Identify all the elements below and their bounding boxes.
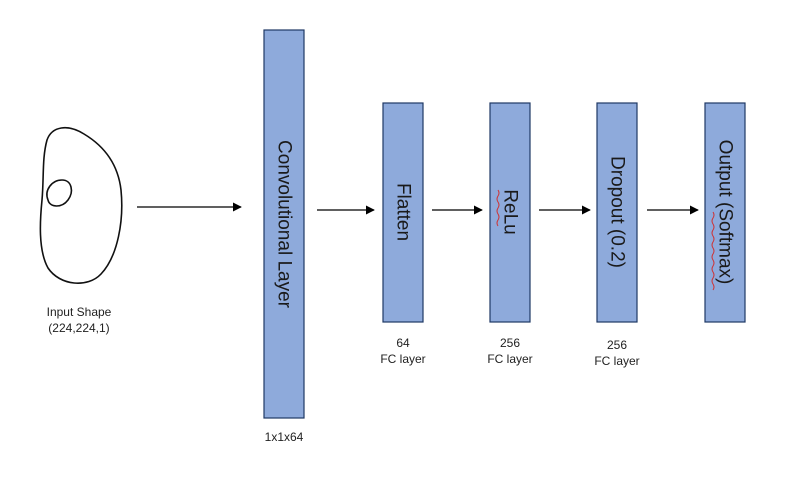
block-flatten-label: Flatten [393, 183, 414, 241]
block-conv-caption: 1x1x64 [265, 430, 304, 444]
block-flatten-caption-line1: 64 [396, 336, 410, 350]
block-relu-caption-line1: 256 [500, 336, 520, 350]
input-caption-line2: (224,224,1) [48, 321, 109, 335]
block-dropout: Dropout (0.2) [596, 102, 638, 323]
block-conv: Convolutional Layer [263, 29, 305, 419]
block-conv-rect [263, 29, 305, 419]
input-sketch [39, 127, 123, 284]
input-outer-loop [39, 127, 123, 284]
block-relu-label: ReLu [500, 189, 521, 234]
block-flatten-rect [382, 102, 424, 323]
input-inner-loop [46, 179, 73, 207]
block-relu: ReLu [489, 102, 531, 323]
spellcheck-underline-relu [496, 189, 500, 227]
spellcheck-underline-output [711, 211, 715, 291]
block-dropout-rect [596, 102, 638, 323]
block-flatten-caption-line2: FC layer [380, 352, 425, 366]
block-dropout-caption-line1: 256 [607, 338, 627, 352]
block-conv-label: Convolutional Layer [274, 140, 295, 309]
block-output-label: Output (Softmax) [715, 140, 736, 285]
input-caption-line1: Input Shape [47, 305, 112, 319]
block-output: Output (Softmax) [704, 102, 746, 323]
block-output-rect [704, 102, 746, 323]
block-dropout-caption-line2: FC layer [594, 354, 639, 368]
block-dropout-label: Dropout (0.2) [607, 156, 628, 268]
block-flatten: Flatten [382, 102, 424, 323]
block-relu-rect [489, 102, 531, 323]
block-relu-caption-line2: FC layer [487, 352, 532, 366]
